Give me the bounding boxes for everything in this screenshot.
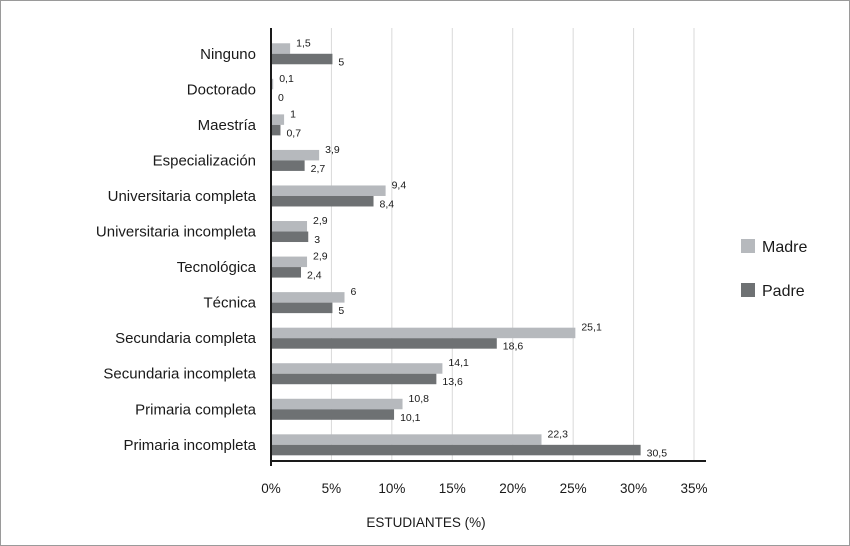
- bar-madre: [272, 43, 291, 54]
- value-label-madre: 1,5: [296, 37, 311, 49]
- category-label: Técnica: [203, 295, 256, 312]
- bars: [272, 43, 641, 456]
- category-label: Secundaria incompleta: [103, 366, 256, 383]
- category-label: Primaria completa: [135, 401, 257, 418]
- bar-madre: [272, 185, 386, 196]
- value-label-padre: 0: [278, 92, 284, 104]
- value-label-madre: 1: [290, 108, 296, 120]
- bar-padre: [272, 195, 374, 207]
- category-labels: Ninguno Doctorado Maestría Especialización U…: [96, 46, 257, 454]
- bar-madre: [272, 434, 542, 445]
- value-labels: 1,550,1010,73,92,79,48,42,932,92,46525,1…: [278, 37, 667, 459]
- value-label-madre: 22,3: [548, 428, 569, 440]
- x-tick-label: 15%: [439, 481, 466, 496]
- value-label-padre: 30,5: [647, 447, 668, 459]
- bar-padre: [272, 267, 302, 278]
- bar-padre: [272, 124, 281, 136]
- value-label-madre: 2,9: [313, 251, 328, 263]
- bar-padre: [272, 444, 641, 456]
- value-label-padre: 18,6: [503, 341, 524, 353]
- value-label-padre: 13,6: [442, 376, 463, 388]
- category-label: Secundaria completa: [115, 330, 257, 347]
- x-tick-label: 20%: [499, 481, 526, 496]
- bar-madre: [272, 398, 403, 410]
- value-label-padre: 5: [338, 56, 344, 68]
- value-label-padre: 2,4: [307, 270, 322, 282]
- bar-madre: [272, 221, 308, 232]
- value-label-madre: 10,8: [409, 393, 430, 405]
- value-label-madre: 25,1: [581, 322, 602, 334]
- x-axis-title: ESTUDIANTES (%): [366, 515, 485, 530]
- legend-swatch-padre: [741, 283, 755, 297]
- bar-padre: [272, 338, 497, 349]
- value-label-madre: 3,9: [325, 144, 340, 156]
- category-label: Doctorado: [187, 81, 256, 98]
- bar-padre: [272, 160, 305, 171]
- value-label-madre: 6: [351, 286, 357, 298]
- x-tick-label: 35%: [680, 481, 707, 496]
- category-label: Universitaria completa: [108, 188, 257, 205]
- legend-label-padre: Padre: [762, 283, 805, 300]
- bar-madre: [272, 78, 274, 90]
- bar-madre: [272, 149, 320, 161]
- value-label-madre: 0,1: [279, 73, 294, 85]
- category-label: Tecnológica: [177, 259, 257, 276]
- value-label-madre: 14,1: [448, 357, 469, 369]
- bar-padre: [272, 53, 333, 65]
- x-tick-label: 25%: [560, 481, 587, 496]
- category-label: Primaria incompleta: [123, 437, 256, 454]
- value-label-madre: 9,4: [392, 179, 407, 191]
- category-label: Universitaria incompleta: [96, 224, 257, 241]
- category-label: Especialización: [153, 152, 256, 169]
- value-label-padre: 8,4: [380, 198, 395, 210]
- x-tick-label: 5%: [322, 481, 342, 496]
- bar-padre: [272, 231, 309, 243]
- gridlines: [330, 28, 695, 461]
- legend-swatch-madre: [741, 239, 755, 253]
- x-tick-label: 0%: [261, 481, 281, 496]
- bar-madre: [272, 327, 576, 339]
- category-label: Ninguno: [200, 46, 256, 63]
- bar-padre: [272, 409, 395, 420]
- bar-padre: [272, 373, 437, 385]
- bar-madre: [272, 114, 285, 125]
- value-label-padre: 0,7: [286, 127, 301, 139]
- bar-padre: [272, 302, 333, 314]
- bar-madre: [272, 256, 308, 268]
- x-tick-label: 30%: [620, 481, 647, 496]
- value-label-padre: 3: [314, 234, 320, 246]
- value-label-madre: 2,9: [313, 215, 328, 227]
- category-label: Maestría: [198, 117, 257, 134]
- value-label-padre: 5: [338, 305, 344, 317]
- legend: Madre Padre: [741, 239, 807, 300]
- bar-madre: [272, 363, 443, 374]
- legend-label-madre: Madre: [762, 239, 807, 256]
- x-tick-label: 10%: [378, 481, 405, 496]
- bar-madre: [272, 292, 345, 303]
- value-label-padre: 2,7: [311, 163, 326, 175]
- value-label-padre: 10,1: [400, 412, 421, 424]
- x-tick-labels: 0% 5% 10% 15% 20% 25% 30% 35%: [261, 481, 707, 496]
